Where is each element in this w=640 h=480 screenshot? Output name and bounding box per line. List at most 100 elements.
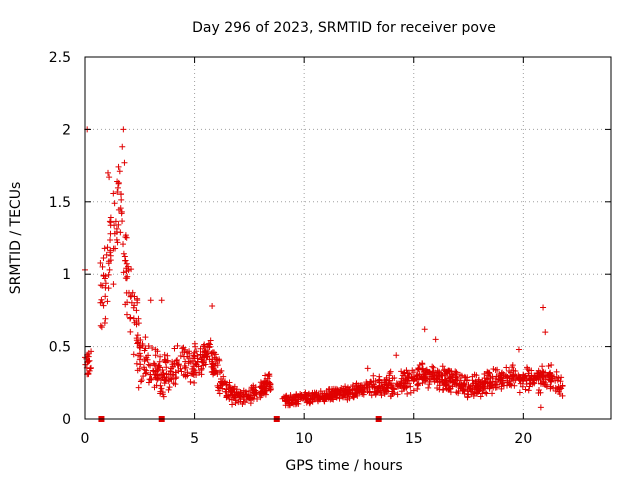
data-point <box>97 260 104 267</box>
data-point <box>124 299 131 306</box>
data-point <box>218 367 225 374</box>
data-point <box>446 385 453 392</box>
data-point <box>525 370 532 377</box>
data-point <box>450 379 457 386</box>
data-point <box>416 362 423 369</box>
data-point <box>99 263 106 270</box>
data-point <box>391 375 398 382</box>
data-point <box>186 350 193 357</box>
data-point <box>493 384 500 391</box>
data-point <box>450 372 457 379</box>
data-point <box>445 367 452 374</box>
data-point <box>142 356 149 363</box>
data-point <box>509 373 516 380</box>
data-point <box>315 398 322 405</box>
data-point <box>143 367 150 374</box>
data-point <box>398 388 405 395</box>
data-point <box>114 178 121 185</box>
data-point <box>387 368 394 375</box>
data-point <box>215 384 222 391</box>
data-point <box>289 394 296 401</box>
data-point <box>119 218 126 225</box>
data-point <box>136 344 143 351</box>
data-point <box>516 389 523 396</box>
data-point <box>532 375 539 382</box>
data-point <box>237 389 244 396</box>
data-point <box>175 367 182 374</box>
y-tick-label: 0.5 <box>49 340 71 356</box>
x-axis-ticks: 0 5 10 15 20 <box>81 57 532 447</box>
data-point <box>473 372 480 379</box>
data-point <box>390 386 397 393</box>
data-point <box>135 384 142 391</box>
data-point <box>106 266 113 273</box>
data-point <box>453 373 460 380</box>
data-point <box>107 257 114 264</box>
data-point <box>197 345 204 352</box>
data-point <box>207 337 214 344</box>
data-point <box>130 351 137 358</box>
data-point <box>87 365 94 372</box>
data-point <box>112 218 119 225</box>
data-point <box>173 374 180 381</box>
data-point <box>147 371 154 378</box>
data-point <box>334 388 341 395</box>
data-point <box>148 375 155 382</box>
data-point <box>418 366 425 373</box>
data-point <box>147 362 154 369</box>
data-point <box>497 372 504 379</box>
data-point <box>174 357 181 364</box>
data-point <box>345 387 352 394</box>
data-point <box>160 371 167 378</box>
data-point <box>166 384 173 391</box>
data-point <box>339 393 346 400</box>
data-point <box>194 358 201 365</box>
data-point <box>427 371 434 378</box>
data-point <box>434 385 441 392</box>
data-point <box>111 200 118 207</box>
data-point <box>113 225 120 232</box>
data-point <box>212 360 219 367</box>
data-point <box>145 342 152 349</box>
data-point <box>105 169 112 176</box>
data-point <box>525 387 532 394</box>
data-point <box>158 297 165 304</box>
data-point <box>482 389 489 396</box>
data-point <box>118 210 125 217</box>
data-point <box>389 390 396 397</box>
data-point <box>134 367 141 374</box>
x-tick-label: 20 <box>514 431 532 447</box>
data-point <box>104 298 111 305</box>
data-point <box>210 361 217 368</box>
data-point <box>508 375 515 382</box>
data-point <box>250 395 257 402</box>
data-point <box>114 189 121 196</box>
data-point <box>333 394 340 401</box>
data-point <box>85 371 92 378</box>
data-point <box>218 376 225 383</box>
data-point <box>228 388 235 395</box>
data-point <box>524 365 531 372</box>
data-point <box>157 353 164 360</box>
data-point <box>242 388 249 395</box>
data-point <box>129 289 136 296</box>
data-point <box>455 388 462 395</box>
data-point <box>542 329 549 336</box>
grid <box>85 57 611 419</box>
data-point <box>99 282 106 289</box>
data-point <box>153 382 160 389</box>
data-point <box>498 383 505 390</box>
data-point <box>480 383 487 390</box>
data-point <box>402 372 409 379</box>
data-point <box>504 379 511 386</box>
data-point <box>137 337 144 344</box>
data-point <box>104 244 111 251</box>
data-point <box>475 378 482 385</box>
y-tick-label: 2 <box>62 122 71 138</box>
data-point <box>237 394 244 401</box>
data-point <box>178 368 185 375</box>
y-tick-label: 1.5 <box>49 195 71 211</box>
data-point <box>140 364 147 371</box>
plot-frame <box>84 56 612 420</box>
data-point <box>251 390 258 397</box>
